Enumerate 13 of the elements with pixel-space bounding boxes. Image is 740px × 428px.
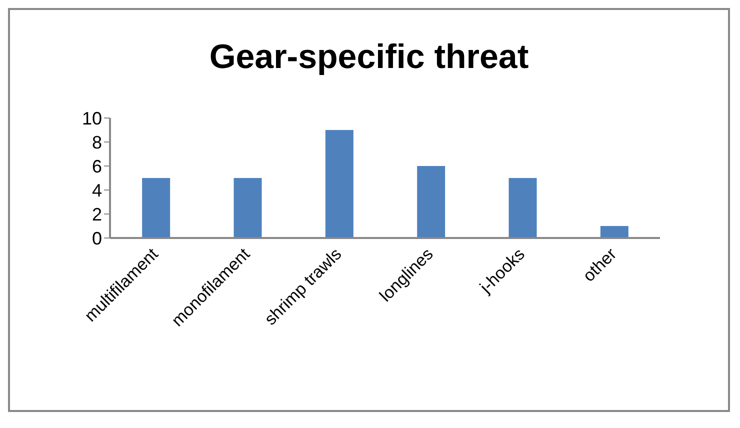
y-tick-label: 4 [92,180,102,200]
bar [234,178,262,238]
bar [600,226,628,238]
y-tick-label: 10 [82,108,102,128]
y-tick-label: 6 [92,156,102,176]
bar [417,166,446,238]
y-tick-label: 0 [92,228,102,248]
bar [142,178,170,238]
bar [325,130,354,238]
y-tick-label: 8 [92,132,102,152]
y-tick-label: 2 [92,204,102,224]
chart-title: Gear-specific threat [208,38,530,78]
bar [508,178,537,238]
